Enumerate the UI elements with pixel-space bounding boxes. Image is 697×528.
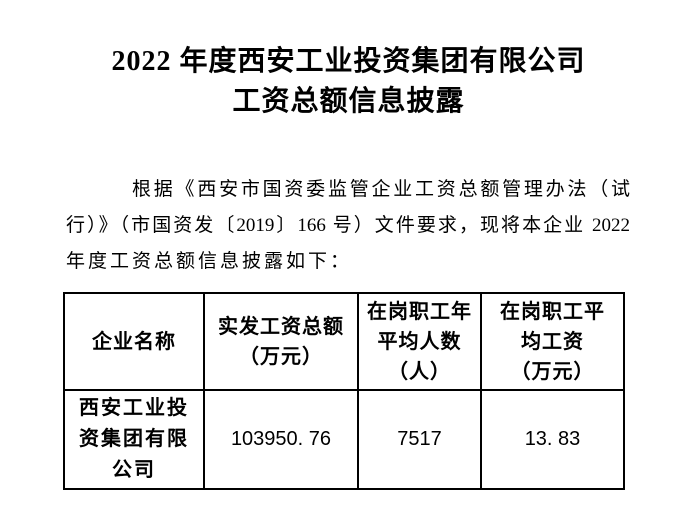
avg-wage-cell: 13. 83: [480, 389, 625, 490]
company-name-line: 西安工业投: [79, 397, 189, 419]
company-name-line: 资集团有限: [79, 428, 189, 450]
document-title: 2022 年度西安工业投资集团有限公司 工资总额信息披露: [0, 42, 697, 122]
header-total-wages: 实发工资总额 （万元）: [203, 292, 359, 391]
title-line-1: 2022 年度西安工业投资集团有限公司: [111, 46, 586, 77]
table-header-row: 企业名称 实发工资总额 （万元） 在岗职工年 平均人数 （人） 在岗职工平 均工…: [63, 292, 625, 391]
header-avg-headcount: 在岗职工年 平均人数 （人）: [357, 292, 482, 391]
header-line: 平均人数: [377, 330, 462, 353]
header-line: （人）: [388, 360, 451, 383]
header-line: 实发工资总额: [218, 315, 344, 338]
avg-headcount-cell: 7517: [357, 389, 482, 490]
header-company-name: 企业名称: [63, 292, 205, 391]
paragraph-line-2: 行）》（市国资发〔2019〕166 号）文件要求，现将本企业 2022: [66, 215, 630, 236]
header-line: 在岗职工年: [367, 300, 472, 323]
paragraph-line-1: 根据《西安市国资委监管企业工资总额管理办法（试: [132, 179, 630, 200]
header-avg-wage: 在岗职工平 均工资 （万元）: [480, 292, 625, 391]
total-wages-cell: 103950. 76: [203, 389, 359, 490]
company-name-cell: 西安工业投 资集团有限 公司: [63, 389, 205, 490]
wage-disclosure-table: 企业名称 实发工资总额 （万元） 在岗职工年 平均人数 （人） 在岗职工平 均工…: [63, 292, 625, 490]
header-line: 均工资: [521, 330, 584, 353]
document-page: 2022 年度西安工业投资集团有限公司 工资总额信息披露 根据《西安市国资委监管…: [0, 42, 697, 528]
header-line: 在岗职工平: [500, 300, 605, 323]
header-line: （万元）: [239, 345, 323, 368]
title-line-2: 工资总额信息披露: [232, 86, 465, 117]
header-line: 企业名称: [92, 330, 176, 353]
table-data-row: 西安工业投 资集团有限 公司 103950. 76 7517 13. 83: [63, 389, 625, 490]
header-line: （万元）: [510, 360, 595, 383]
paragraph-line-3: 年度工资总额信息披露如下：: [66, 251, 353, 272]
company-name-line: 公司: [112, 459, 156, 481]
intro-paragraph: 根据《西安市国资委监管企业工资总额管理办法（试 行）》（市国资发〔2019〕16…: [66, 172, 630, 280]
